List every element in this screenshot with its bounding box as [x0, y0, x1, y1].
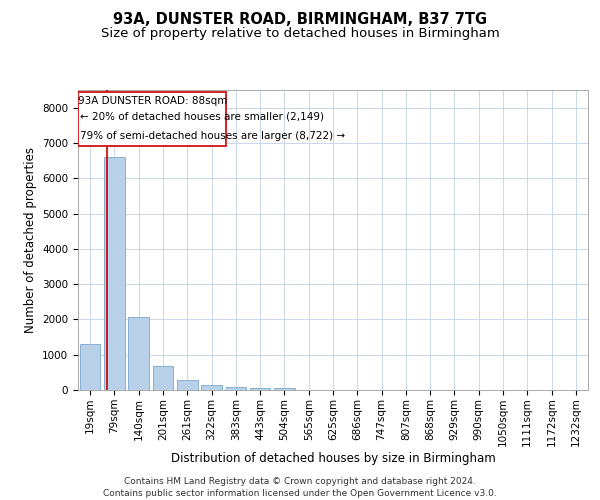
Bar — [177, 380, 197, 390]
Bar — [201, 384, 222, 390]
Bar — [104, 157, 125, 390]
Bar — [80, 344, 100, 390]
Bar — [226, 387, 246, 390]
Text: Size of property relative to detached houses in Birmingham: Size of property relative to detached ho… — [101, 28, 499, 40]
Text: Contains HM Land Registry data © Crown copyright and database right 2024.
Contai: Contains HM Land Registry data © Crown c… — [103, 476, 497, 498]
X-axis label: Distribution of detached houses by size in Birmingham: Distribution of detached houses by size … — [170, 452, 496, 465]
Text: 93A, DUNSTER ROAD, BIRMINGHAM, B37 7TG: 93A, DUNSTER ROAD, BIRMINGHAM, B37 7TG — [113, 12, 487, 28]
Bar — [274, 388, 295, 390]
Text: 79% of semi-detached houses are larger (8,722) →: 79% of semi-detached houses are larger (… — [80, 130, 346, 140]
Bar — [128, 316, 149, 390]
Y-axis label: Number of detached properties: Number of detached properties — [23, 147, 37, 333]
Text: 93A DUNSTER ROAD: 88sqm: 93A DUNSTER ROAD: 88sqm — [77, 96, 227, 106]
Text: ← 20% of detached houses are smaller (2,149): ← 20% of detached houses are smaller (2,… — [80, 112, 325, 122]
FancyBboxPatch shape — [79, 92, 226, 146]
Bar — [152, 366, 173, 390]
Bar — [250, 388, 271, 390]
